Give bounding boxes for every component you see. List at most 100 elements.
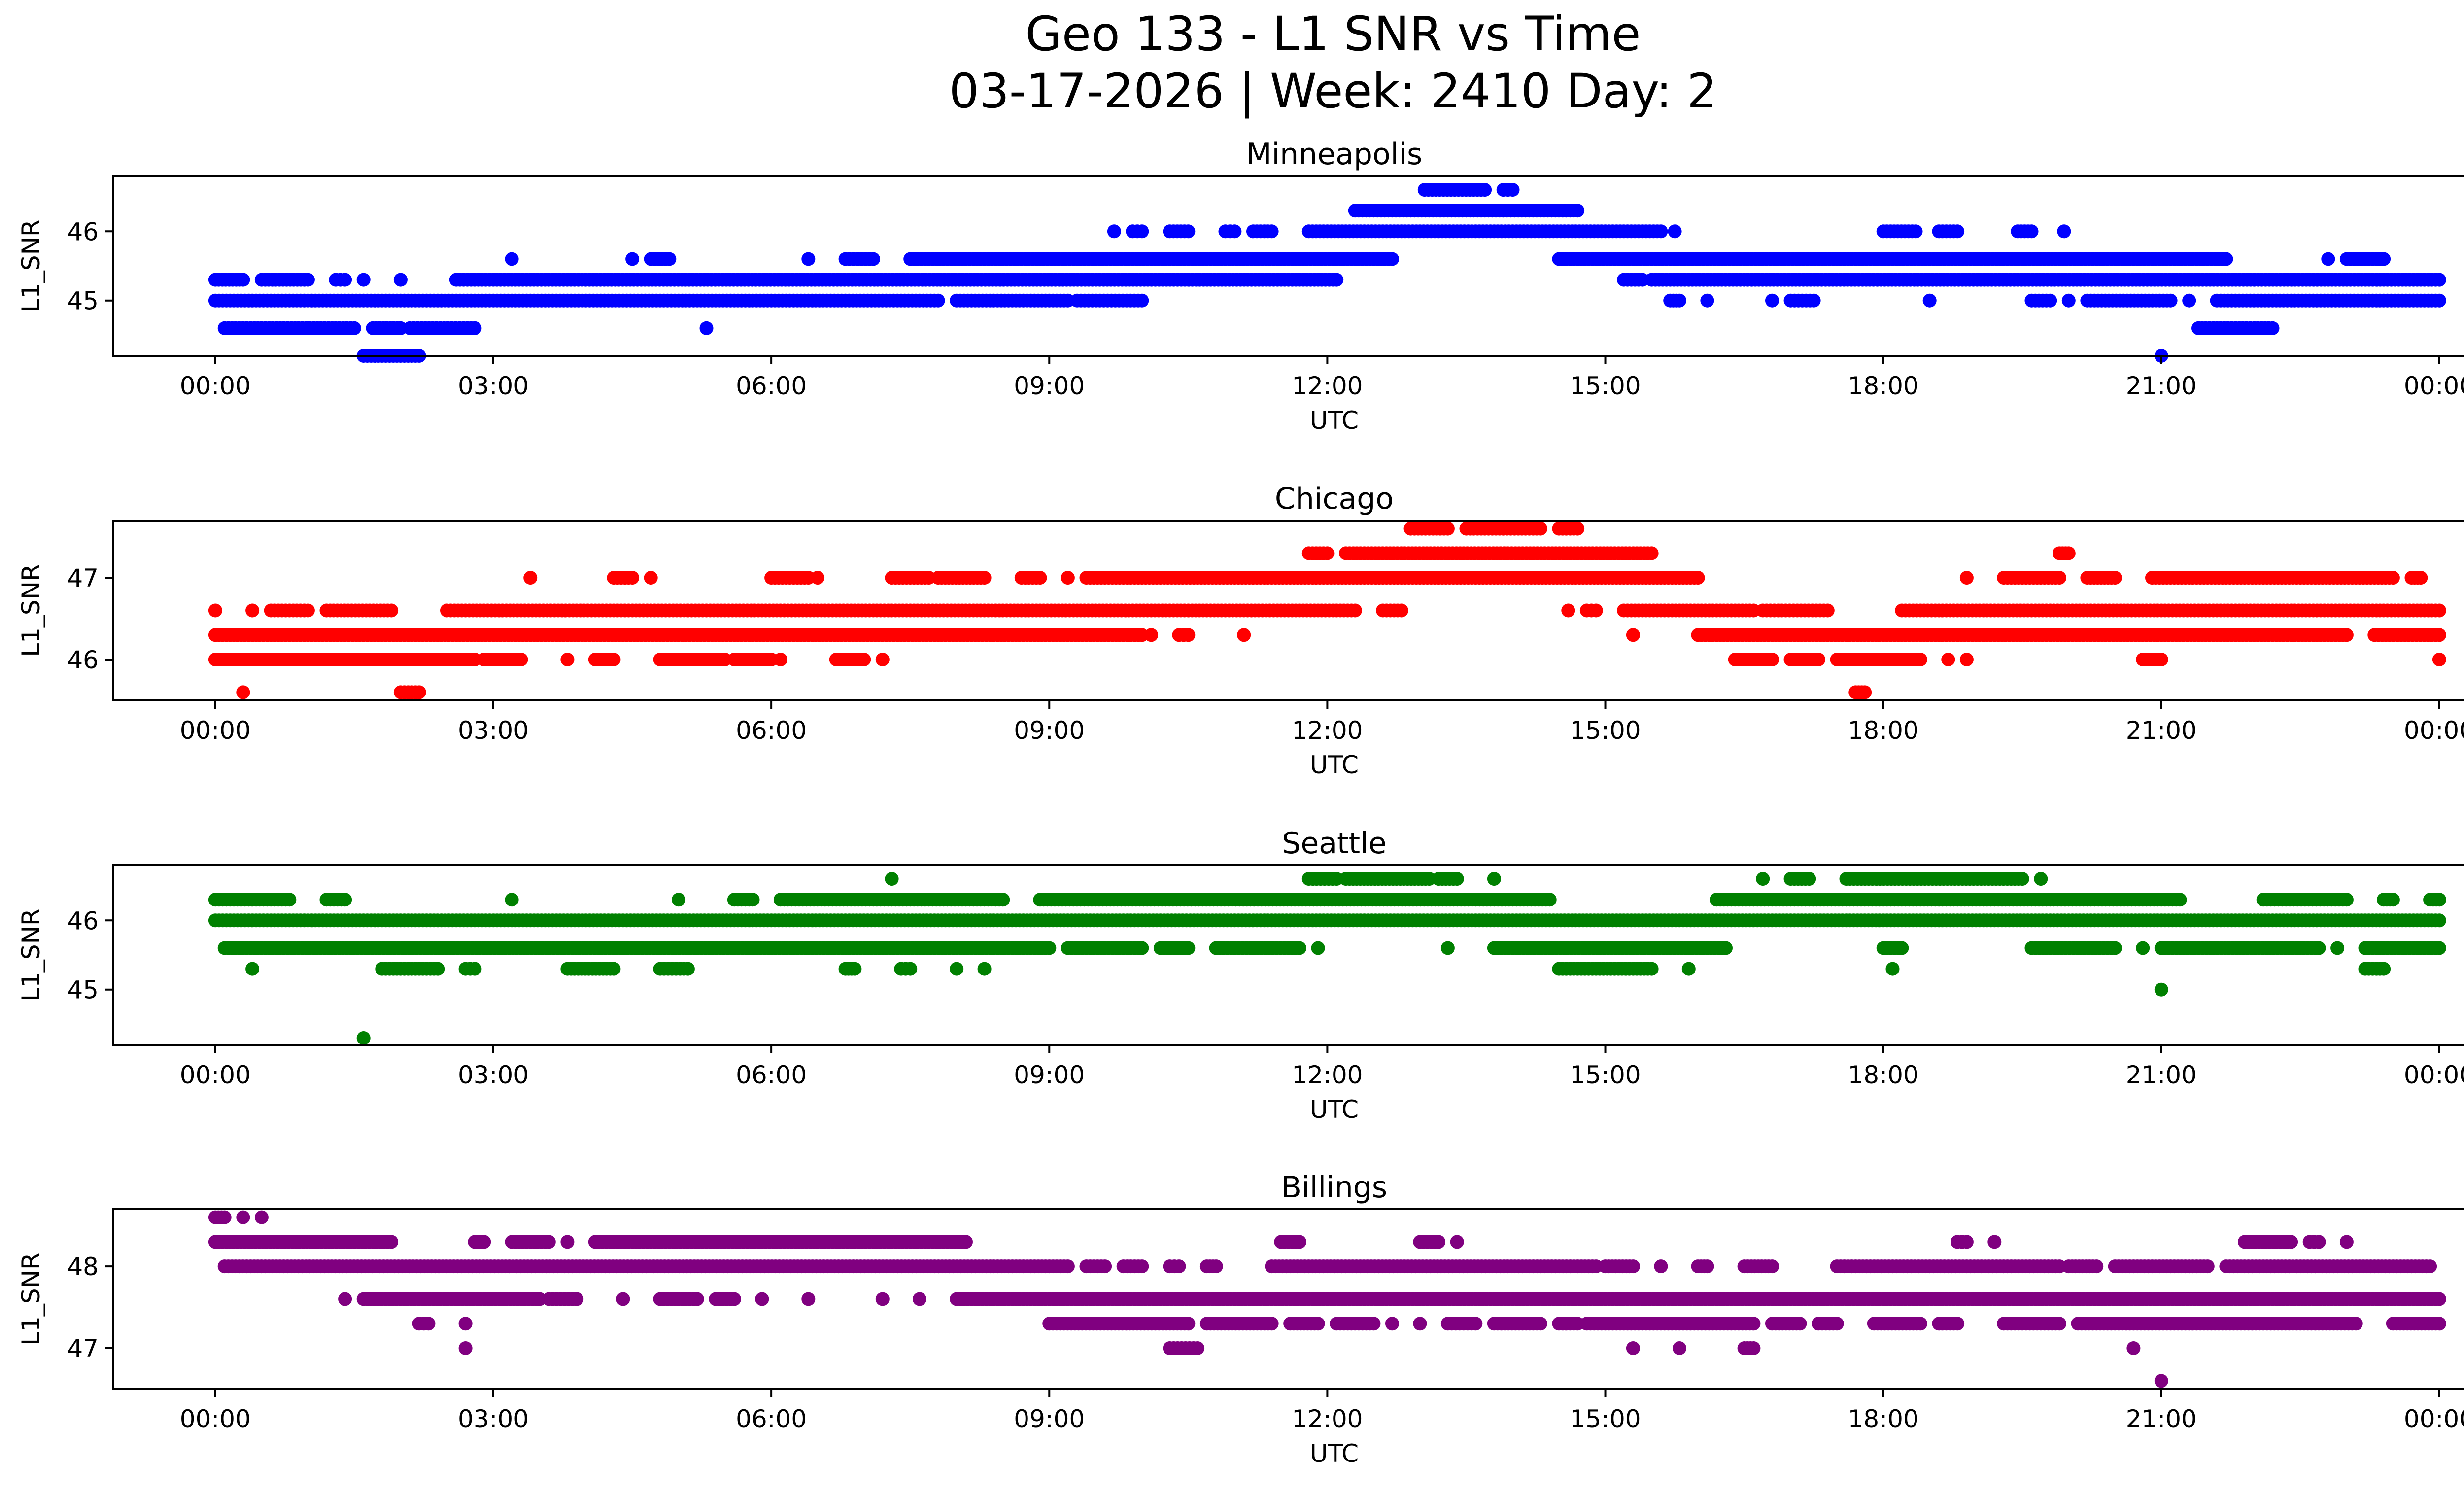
x-tick-label: 09:00 [1014, 1061, 1085, 1089]
data-point [393, 273, 408, 287]
data-point [254, 1210, 269, 1224]
data-point [1506, 183, 1520, 197]
data-point [2163, 293, 2178, 308]
data-point [384, 603, 399, 618]
data-point [672, 893, 686, 907]
x-tick-label: 18:00 [1848, 1061, 1919, 1089]
axes-frame-minneapolis [112, 175, 2464, 357]
data-point [2432, 273, 2446, 287]
data-point [2265, 321, 2280, 335]
y-tick-label: 47 [67, 564, 99, 592]
data-point [477, 1235, 491, 1249]
data-point [1644, 962, 1659, 976]
y-tick-label: 46 [67, 906, 99, 935]
x-tick-label: 21:00 [2126, 1061, 2197, 1089]
data-point [1237, 628, 1251, 642]
data-point [208, 603, 222, 618]
data-point [2432, 913, 2446, 928]
data-point [1561, 603, 1575, 618]
y-tick-label: 46 [67, 646, 99, 674]
data-point [1394, 603, 1408, 618]
data-point [347, 321, 361, 335]
data-point [542, 1235, 556, 1249]
data-point [1895, 941, 1909, 955]
x-tick-label: 18:00 [1848, 716, 1919, 745]
data-point [560, 1235, 575, 1249]
data-point [1909, 224, 1923, 239]
data-point [2414, 571, 2428, 585]
data-point [857, 653, 871, 666]
x-tick-label: 03:00 [458, 1061, 529, 1089]
data-point [1589, 603, 1603, 618]
data-point [1181, 628, 1196, 642]
data-point [1571, 522, 1585, 536]
data-point [245, 962, 260, 976]
x-tick-label: 21:00 [2126, 716, 2197, 745]
data-point [1700, 293, 1714, 308]
data-point [2312, 1235, 2326, 1249]
data-point [977, 571, 992, 585]
data-point [1668, 224, 1682, 239]
data-point [505, 893, 519, 907]
data-point [468, 962, 482, 976]
y-tick-label: 46 [67, 217, 99, 246]
x-tick-label: 06:00 [736, 1061, 807, 1089]
data-point [2330, 941, 2345, 955]
data-point [1135, 941, 1149, 955]
x-axis-label: UTC [1310, 751, 1359, 779]
data-point [1450, 872, 1464, 886]
subplots: 00:00 03:00 06:00 09:00 12:00 15:00 18:00 21:00… [17, 137, 2464, 1468]
x-tick-label: 00:00 [180, 1061, 251, 1089]
points-chicago [208, 522, 2446, 699]
data-point [903, 962, 918, 976]
x-tick-label: 09:00 [1014, 716, 1085, 745]
data-point [875, 653, 890, 666]
data-point [681, 962, 695, 976]
x-tick-label: 21:00 [2126, 372, 2197, 400]
data-point [848, 962, 862, 976]
data-point [1311, 941, 1325, 955]
data-point [2061, 546, 2076, 560]
data-point [1858, 685, 1872, 699]
x-tick-label: 00:00 [2404, 716, 2464, 745]
data-point [2432, 293, 2446, 308]
x-tick-label: 00:00 [180, 716, 251, 745]
data-point [338, 893, 352, 907]
data-point [2432, 628, 2446, 642]
data-point [560, 653, 575, 666]
y-axis-label: L1_SNR [17, 564, 45, 657]
data-point [2432, 893, 2446, 907]
y-axis-label: L1_SNR [17, 908, 45, 1002]
data-point [662, 252, 677, 266]
data-point [625, 252, 640, 266]
data-point [2432, 653, 2446, 666]
data-point [2043, 293, 2057, 308]
data-point [236, 685, 250, 699]
subplot-chicago: 00:00 03:00 06:00 09:00 12:00 15:00 18:00 21:00… [17, 482, 2464, 779]
data-point [2284, 1235, 2298, 1249]
x-tick-label: 12:00 [1292, 372, 1363, 400]
data-point [2061, 293, 2076, 308]
y-axis-label: L1_SNR [17, 219, 45, 313]
data-point [412, 685, 426, 699]
data-point [1959, 1235, 1974, 1249]
data-point [1385, 252, 1399, 266]
data-point [1265, 224, 1279, 239]
subplot-title: Seattle [1282, 826, 1386, 861]
data-point [1542, 893, 1557, 907]
x-tick-label: 12:00 [1292, 1061, 1363, 1089]
x-tick-label: 15:00 [1570, 372, 1641, 400]
data-point [931, 293, 945, 308]
data-point [977, 962, 992, 976]
data-point [2339, 893, 2354, 907]
data-point [2136, 941, 2150, 955]
data-point [885, 872, 899, 886]
x-axis-label: UTC [1310, 1095, 1359, 1124]
data-point [2312, 941, 2326, 955]
data-point [2057, 224, 2071, 239]
data-point [1951, 224, 1965, 239]
data-point [2154, 982, 2168, 997]
x-axis-label: UTC [1310, 406, 1359, 435]
